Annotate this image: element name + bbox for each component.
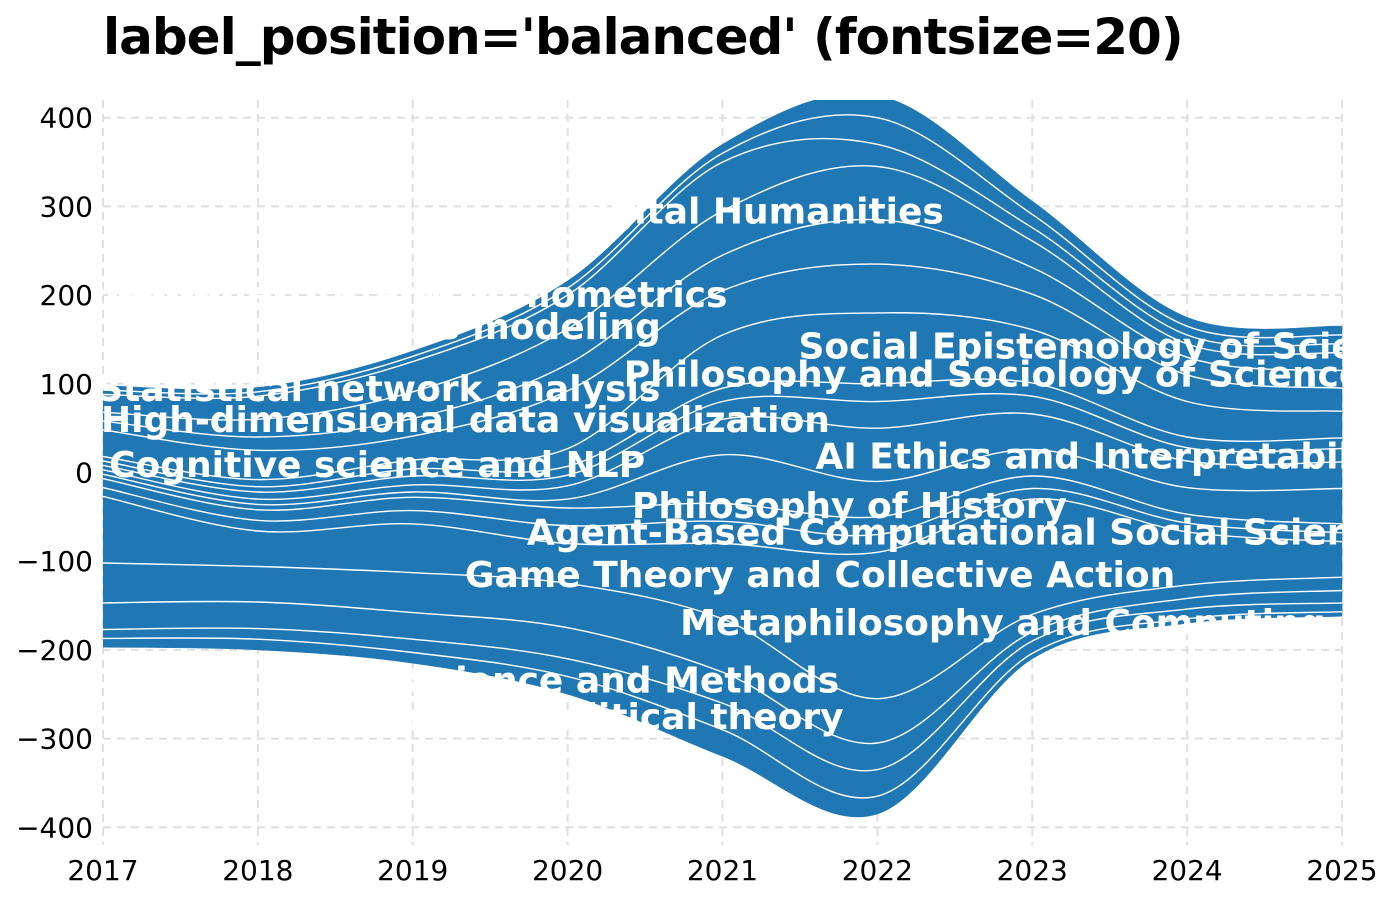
stream-label: Philosophy and Sociology of Science [624,355,1363,396]
stream-label: Complex systems modeling [106,307,661,348]
stream-label: High-dimensional data visualization [101,400,830,441]
stream-boundary [103,263,1343,452]
stream-boundary [103,312,1343,481]
stream-label: Statistical network analysis [97,369,660,410]
x-axis-ticks: 2017 2018 2019 2020 2021 2022 2023 2024 2025 [67,854,1377,887]
stream-label: Scientometrics and bibliometrics [58,275,728,316]
x-tick-label: 2023 [997,854,1068,887]
stream-label: Cognitive science and NLP [109,445,645,486]
y-tick-label: −300 [16,723,93,756]
stream-boundary [103,114,1343,395]
stream-label: Digital Humanities [566,192,944,233]
x-tick-label: 2017 [67,854,138,887]
chart-title: label_position='balanced' (fontsize=20) [103,8,1184,66]
y-tick-label: 300 [40,190,93,223]
boundary-layer [103,114,1343,799]
y-tick-label: 0 [75,457,93,490]
stream-boundary [103,602,1343,772]
stream-boundary [103,412,1343,501]
stream-label: AI Ethics and Interpretability [815,436,1397,477]
stream-boundary [103,378,1343,488]
stream-boundary [103,448,1343,506]
stream-boundary [103,475,1343,525]
stream-label: Social Epistemology of Science [798,326,1397,367]
stream-label: Social Science and Methods [274,661,839,702]
y-tick-label: −100 [16,545,93,578]
x-tick-label: 2021 [687,854,758,887]
stream-boundary [103,392,1343,493]
y-tick-label: −200 [16,634,93,667]
stream-boundary [103,218,1343,438]
x-tick-label: 2022 [842,854,913,887]
y-tick-label: −400 [16,811,93,844]
stream-label: Social and political theory [313,697,843,738]
stream-label: Agent-Based Computational Social Science [527,513,1397,554]
stream-label: Philosophy of History [632,486,1067,527]
label-layer: Digital Humanities Scientometrics and bib… [58,192,1397,739]
stream-boundary [103,137,1343,399]
stream-boundary [103,589,1343,745]
stream-boundary [103,165,1343,421]
y-axis-ticks: −400 −300 −200 −100 0 100 200 300 400 [16,102,93,845]
x-tick-label: 2019 [377,854,448,887]
stream-boundary [103,611,1343,799]
x-tick-label: 2024 [1151,854,1222,887]
y-tick-label: 400 [40,102,93,135]
stream-boundary [103,486,1343,537]
x-tick-label: 2020 [532,854,603,887]
stream-label: Game Theory and Collective Action [465,555,1175,596]
stream-boundary [103,495,1343,556]
x-tick-label: 2018 [222,854,293,887]
stream-label: Metaphilosophy and Computing [680,603,1325,644]
stream-boundary [103,562,1343,700]
y-tick-label: 100 [40,368,93,401]
x-tick-label: 2025 [1306,854,1377,887]
y-tick-label: 200 [40,279,93,312]
